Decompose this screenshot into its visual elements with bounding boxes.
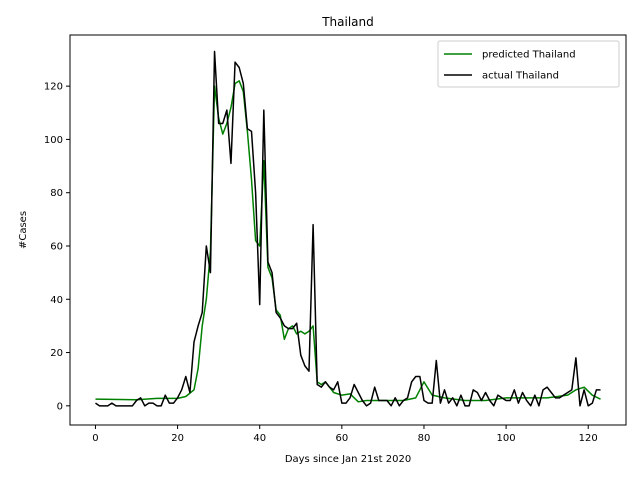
y-tick-label: 0 <box>57 401 63 412</box>
legend-box <box>437 40 620 88</box>
legend: predicted Thailand actual Thailand <box>437 40 620 88</box>
y-axis-label: #Cases <box>18 211 29 249</box>
x-tick-label: 40 <box>253 433 266 444</box>
x-tick-label: 60 <box>335 433 348 444</box>
y-tick-label: 120 <box>44 82 63 93</box>
y-tick-label: 20 <box>50 348 63 359</box>
y-tick-label: 80 <box>50 188 63 199</box>
x-tick-label: 0 <box>92 433 98 444</box>
plot-frame <box>69 34 627 426</box>
y-tick-label: 40 <box>50 295 63 306</box>
series-line-actual <box>95 50 601 407</box>
chart-title: Thailand <box>321 15 374 29</box>
x-tick-label: 120 <box>579 433 598 444</box>
y-tick-label: 100 <box>44 135 63 146</box>
legend-label: predicted Thailand <box>482 50 576 61</box>
x-axis-label: Days since Jan 21st 2020 <box>285 454 411 465</box>
y-tick-label: 60 <box>50 241 63 252</box>
legend-label: actual Thailand <box>482 71 559 82</box>
x-tick-label: 100 <box>497 433 516 444</box>
series-lines <box>95 50 601 407</box>
x-tick-label: 20 <box>171 433 184 444</box>
x-tick-label: 80 <box>418 433 431 444</box>
axis-ticks: 0 20 40 60 80 100 120 0 20 40 60 80 100 120 <box>44 82 598 444</box>
